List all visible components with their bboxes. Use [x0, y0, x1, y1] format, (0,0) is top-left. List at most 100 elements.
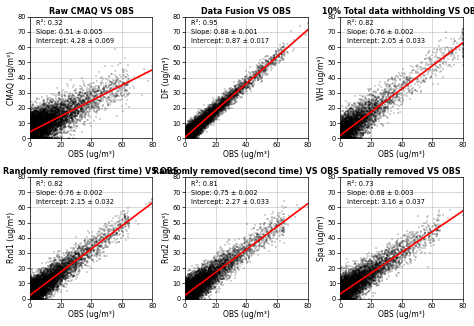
Point	[34, 132, 41, 137]
Point	[27, 122, 34, 127]
Point	[187, 128, 195, 133]
Point	[349, 116, 356, 121]
Point	[182, 290, 190, 295]
Point	[194, 274, 201, 280]
Point	[30, 134, 37, 139]
Point	[210, 106, 218, 111]
Point	[95, 244, 102, 249]
Point	[407, 83, 415, 88]
Point	[98, 244, 106, 250]
Point	[341, 286, 349, 291]
Point	[359, 275, 367, 281]
Point	[338, 291, 346, 297]
Point	[358, 121, 366, 126]
Point	[228, 265, 235, 270]
Point	[182, 136, 190, 141]
Point	[34, 128, 42, 133]
Point	[31, 292, 38, 297]
Point	[243, 72, 251, 78]
Point	[212, 269, 219, 274]
Point	[182, 292, 190, 297]
Point	[65, 114, 73, 119]
Point	[67, 109, 75, 114]
Point	[30, 294, 37, 299]
Point	[338, 296, 346, 301]
Point	[33, 124, 40, 129]
Point	[341, 123, 349, 128]
Point	[100, 245, 108, 250]
Point	[341, 281, 349, 286]
Point	[348, 291, 356, 296]
Point	[36, 124, 44, 129]
Point	[215, 256, 223, 261]
Point	[337, 288, 345, 293]
Point	[204, 278, 212, 283]
Point	[373, 103, 380, 108]
Point	[204, 283, 212, 288]
Point	[214, 262, 222, 268]
Point	[358, 135, 366, 140]
Point	[34, 290, 41, 295]
Point	[55, 109, 62, 114]
Point	[357, 110, 365, 115]
Point	[35, 278, 43, 283]
Point	[186, 296, 193, 301]
Point	[182, 284, 190, 289]
Point	[186, 283, 193, 288]
Point	[66, 259, 73, 265]
Point	[351, 285, 358, 290]
Point	[341, 296, 349, 301]
Point	[386, 273, 393, 278]
Point	[189, 284, 197, 289]
Point	[346, 292, 353, 297]
Point	[338, 286, 346, 291]
Point	[27, 291, 34, 296]
Point	[48, 284, 56, 289]
Point	[67, 111, 75, 116]
Point	[347, 279, 355, 284]
Point	[187, 285, 194, 290]
Point	[251, 241, 259, 246]
Point	[344, 293, 351, 299]
Point	[189, 125, 197, 130]
Point	[338, 280, 346, 286]
Point	[184, 136, 191, 141]
Point	[350, 118, 358, 124]
Point	[221, 93, 228, 98]
Point	[383, 105, 391, 110]
Point	[194, 289, 202, 294]
Point	[225, 89, 233, 94]
Point	[187, 128, 194, 133]
Point	[32, 136, 39, 141]
Point	[200, 277, 207, 283]
Point	[214, 104, 221, 110]
Point	[29, 126, 37, 131]
Point	[37, 291, 45, 296]
Point	[231, 88, 238, 93]
Point	[31, 135, 38, 140]
Point	[409, 234, 417, 240]
Point	[346, 289, 353, 294]
Point	[338, 296, 346, 301]
Point	[203, 289, 211, 295]
Point	[36, 125, 44, 130]
Point	[44, 282, 51, 288]
Point	[337, 123, 345, 128]
Point	[192, 124, 200, 129]
Point	[342, 126, 349, 131]
Point	[192, 283, 200, 289]
Point	[182, 296, 190, 301]
Point	[192, 290, 200, 296]
Point	[94, 105, 102, 110]
Point	[30, 289, 37, 294]
Point	[402, 251, 410, 256]
Point	[338, 136, 346, 141]
Point	[345, 286, 353, 291]
Point	[190, 131, 197, 137]
Point	[198, 274, 205, 279]
Point	[187, 293, 195, 299]
Point	[247, 233, 255, 239]
Point	[32, 280, 40, 286]
Point	[352, 109, 360, 114]
Point	[349, 119, 356, 124]
